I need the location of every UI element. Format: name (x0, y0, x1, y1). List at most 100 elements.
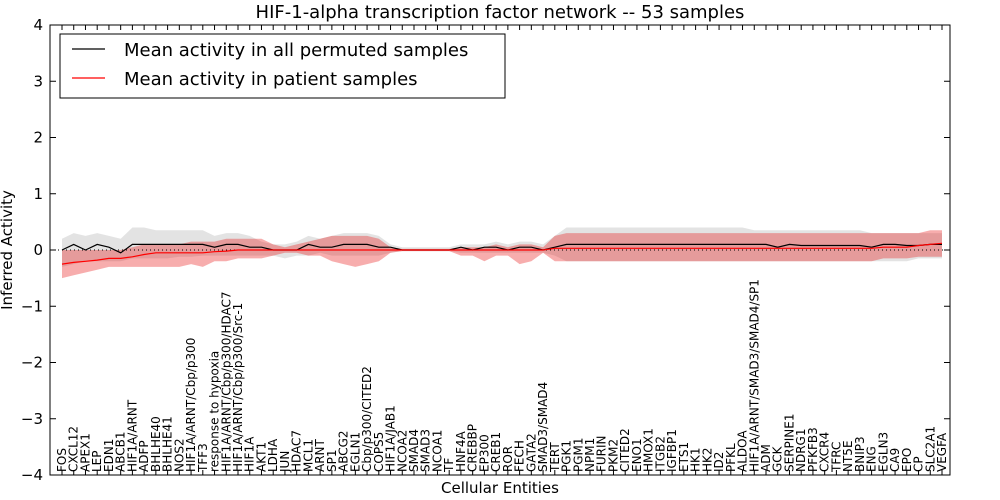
x-tick-label: FECH (513, 440, 527, 472)
x-tick-label: APEX1 (79, 433, 93, 472)
x-tick-label: ABCB1 (114, 432, 128, 472)
x-tick-label: SP1 (325, 450, 339, 473)
x-tick-label: BHLHE40 (149, 416, 163, 472)
x-tick-label: TF (442, 458, 456, 473)
x-tick-label: PGK1 (560, 440, 574, 472)
band-series-0 (62, 227, 942, 267)
x-tick-label: ABCG2 (337, 430, 351, 472)
chart-title: HIF-1-alpha transcription factor network… (256, 2, 745, 23)
x-tick-label: EP300 (477, 434, 491, 472)
x-tick-label: PFKFB3 (806, 427, 820, 472)
y-tick-label: 0 (33, 241, 43, 259)
x-tick-label: FOS (55, 448, 69, 472)
x-tick-label: COPS5 (372, 432, 386, 472)
band-series-1 (62, 230, 942, 279)
x-tick-label: HK2 (700, 447, 714, 472)
x-tick-label: ADFP (137, 440, 151, 472)
x-tick-label: HNF4A (454, 430, 468, 472)
legend: Mean activity in all permuted samples Me… (59, 33, 506, 99)
x-tick-label: PFKL (724, 443, 738, 472)
x-tick-label: AKT1 (255, 442, 269, 472)
x-tick-label: ITGB2 (653, 436, 667, 472)
y-tick-label: −2 (21, 354, 43, 372)
x-tick-label: SMAD3/SMAD4 (536, 382, 550, 472)
x-tick-label: HIF1A/ARNT/Cbp/p300 (184, 338, 198, 472)
y-tick-label: −1 (21, 297, 43, 315)
x-ticks: FOSCXCL12APEX1LEPEDN1ABCB1HIF1A/ARNTADFP… (55, 25, 949, 475)
plot-frame (49, 24, 951, 476)
legend-label-patient: Mean activity in patient samples (124, 69, 418, 90)
x-tick-label: PGM1 (571, 437, 585, 472)
x-tick-label: HIF1A/ARNT/Cbp/p300/HDAC7 (219, 291, 233, 472)
x-tick-label: ALDOA (736, 430, 750, 472)
y-tick-label: −3 (21, 410, 43, 428)
x-tick-label: ETS1 (677, 442, 691, 472)
x-tick-label: IGFBP1 (665, 429, 679, 472)
series-line-0 (61, 243, 942, 254)
x-tick-label: EDN1 (102, 439, 116, 472)
x-tick-label: LDHA (266, 438, 280, 472)
x-tick-label: HIF1A (243, 436, 257, 472)
x-tick-label: PKM2 (607, 439, 621, 472)
x-tick-label: SMAD4 (407, 429, 421, 472)
series-lines (61, 242, 943, 265)
x-tick-label: TFF3 (196, 443, 210, 473)
x-tick-label: FURIN (595, 435, 609, 472)
y-tick-label: 2 (33, 129, 43, 147)
x-tick-label: NPM1 (583, 438, 597, 472)
x-tick-label: NDRG1 (794, 429, 808, 473)
y-tick-label: 1 (33, 185, 43, 203)
x-tick-label: TERT (548, 442, 562, 473)
x-axis-label: Cellular Entities (441, 479, 559, 497)
x-tick-label: JUN (278, 451, 292, 473)
x-tick-label: NT5E (841, 440, 855, 472)
x-tick-label: NCOA2 (395, 430, 409, 472)
x-tick-label: NOS2 (172, 438, 186, 472)
x-tick-label: LEP (90, 450, 104, 472)
x-tick-label: Cbp/p300/CITED2 (360, 366, 374, 472)
x-tick-label: CXCL12 (67, 426, 81, 472)
x-tick-label: CXCR4 (818, 432, 832, 472)
y-tick-label: −4 (21, 466, 43, 484)
y-ticks: −4 −3 −2 −1 0 1 2 3 4 (21, 16, 950, 484)
x-tick-label: HIF1A/ARNT/Cbp/p300/Src-1 (231, 303, 245, 472)
x-tick-label: BHLHE41 (161, 416, 175, 472)
x-tick-label: HIF1A/ARNT (125, 399, 139, 472)
x-tick-label: EGLN1 (348, 432, 362, 472)
x-tick-label: CP (912, 456, 926, 472)
x-tick-label: response to hypoxia (208, 351, 222, 472)
x-tick-label: EPO (900, 448, 914, 472)
x-tick-label: HK1 (689, 447, 703, 472)
x-tick-label: ID2 (712, 452, 726, 472)
x-tick-label: VEGFA (935, 432, 949, 472)
x-tick-label: HDAC7 (290, 430, 304, 472)
series-line-1 (61, 242, 943, 265)
x-tick-label: BNIP3 (853, 436, 867, 472)
x-tick-label: HIF1A/JAB1 (384, 405, 398, 472)
x-tick-label: SLC2A1 (923, 426, 937, 472)
x-tick-label: CREB1 (489, 432, 503, 472)
legend-label-permuted: Mean activity in all permuted samples (124, 40, 468, 61)
x-tick-label: MCL1 (301, 439, 315, 472)
x-tick-label: ROR (501, 446, 515, 472)
x-tick-label: GCK (771, 445, 785, 472)
y-tick-label: 4 (33, 16, 43, 34)
x-tick-label: ENO1 (630, 438, 644, 472)
x-tick-label: SERPINE1 (783, 413, 797, 472)
y-axis-label: Inferred Activity (0, 190, 16, 310)
x-tick-label: ENG (865, 446, 879, 472)
x-tick-label: CREBBP (466, 424, 480, 472)
x-tick-label: GATA2 (524, 433, 538, 472)
legend-box (59, 33, 506, 99)
x-tick-label: SMAD3 (419, 429, 433, 472)
x-tick-label: ADM (759, 444, 773, 472)
x-tick-label: TFRC (829, 442, 843, 473)
x-tick-label: ARNT (313, 438, 327, 472)
x-tick-label: NCOA1 (431, 430, 445, 472)
y-tick-label: 3 (33, 72, 43, 90)
x-tick-label: EGLN3 (876, 432, 890, 472)
x-tick-label: HMOX1 (642, 428, 656, 472)
confidence-bands (62, 227, 942, 279)
x-tick-label: CITED2 (618, 428, 632, 472)
